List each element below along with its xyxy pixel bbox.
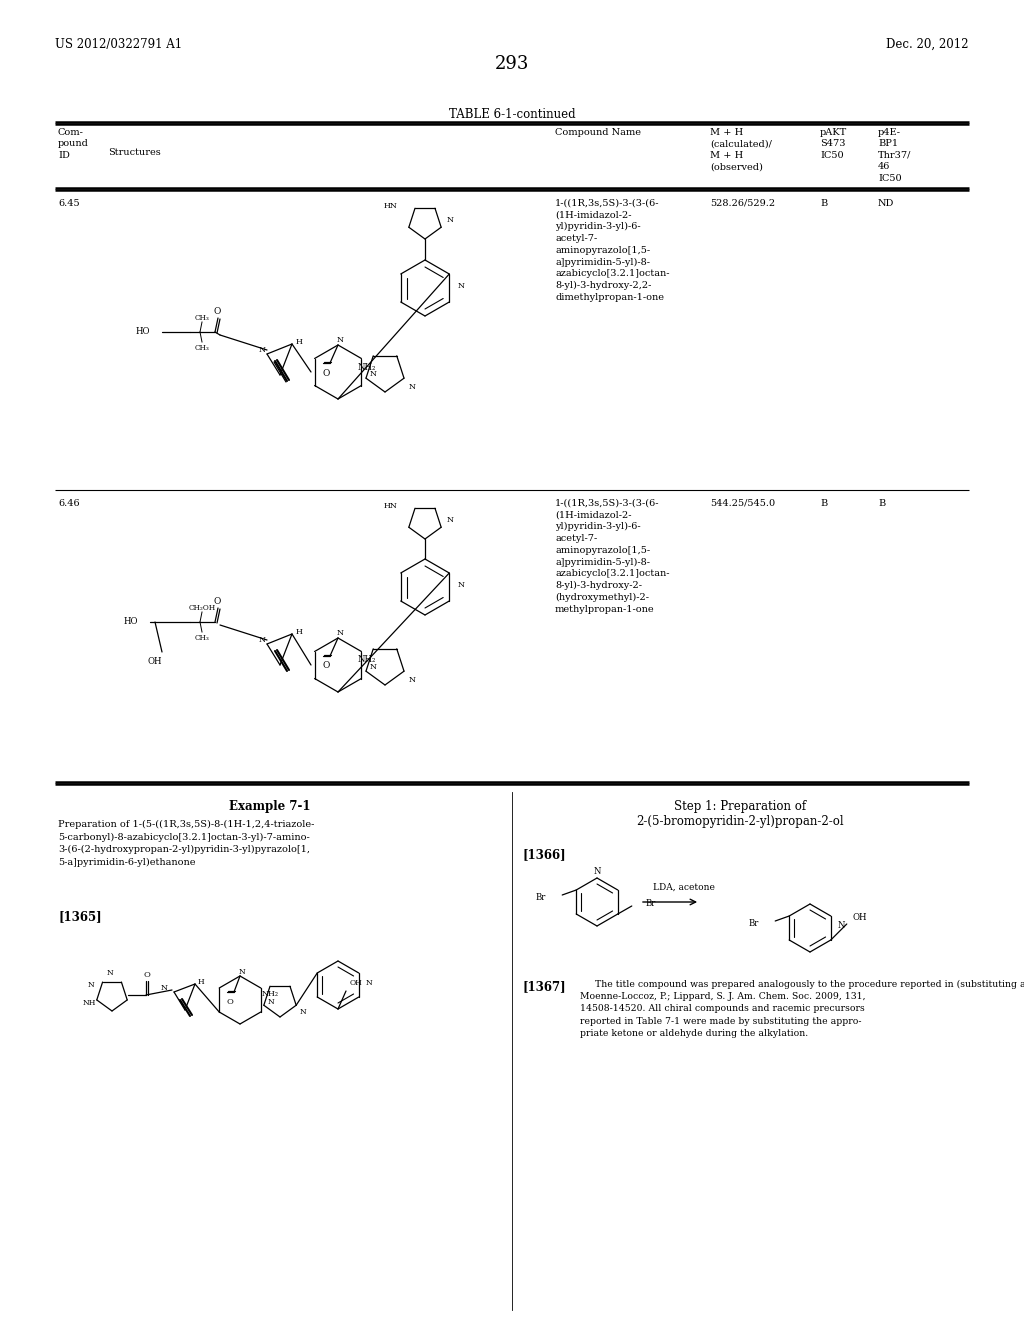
Text: N: N	[458, 282, 465, 290]
Text: Com-
pound
ID: Com- pound ID	[58, 128, 89, 160]
Text: 1-((1R,3s,5S)-3-(3-(6-
(1H-imidazol-2-
yl)pyridin-3-yl)-6-
acetyl-7-
aminopyrazo: 1-((1R,3s,5S)-3-(3-(6- (1H-imidazol-2- y…	[555, 199, 670, 302]
Text: HN: HN	[383, 202, 397, 210]
Text: NH₂: NH₂	[358, 656, 377, 664]
Text: N: N	[366, 979, 373, 987]
Text: N: N	[239, 968, 246, 975]
Text: N: N	[268, 998, 274, 1006]
Text: Structures: Structures	[108, 148, 161, 157]
Text: N: N	[838, 921, 846, 931]
Text: [1366]: [1366]	[522, 847, 565, 861]
Text: H: H	[296, 338, 303, 346]
Text: US 2012/0322791 A1: US 2012/0322791 A1	[55, 38, 182, 51]
Text: CH₃: CH₃	[195, 314, 210, 322]
Text: N: N	[447, 216, 454, 224]
Text: CH₃: CH₃	[195, 634, 210, 642]
Text: OH: OH	[853, 913, 867, 923]
Text: N: N	[161, 983, 168, 993]
Text: [1365]: [1365]	[58, 909, 101, 923]
Text: N: N	[258, 346, 265, 354]
Text: N: N	[106, 969, 114, 977]
Text: N: N	[337, 630, 343, 638]
Text: NH₂: NH₂	[358, 363, 377, 371]
Text: p4E-
BP1
Thr37/
46
IC50: p4E- BP1 Thr37/ 46 IC50	[878, 128, 911, 182]
Text: H: H	[296, 628, 303, 636]
Text: B: B	[820, 199, 827, 209]
Text: 6.45: 6.45	[58, 199, 80, 209]
Text: B: B	[820, 499, 827, 508]
Text: TABLE 6-1-continued: TABLE 6-1-continued	[449, 108, 575, 121]
Text: LDA, acetone: LDA, acetone	[653, 883, 715, 892]
Text: O: O	[323, 368, 330, 378]
Text: M + H
(calculated)/
M + H
(observed): M + H (calculated)/ M + H (observed)	[710, 128, 772, 172]
Text: Dec. 20, 2012: Dec. 20, 2012	[887, 38, 969, 51]
Text: HN: HN	[383, 502, 397, 510]
Text: OH: OH	[350, 979, 362, 987]
Text: 544.25/545.0: 544.25/545.0	[710, 499, 775, 508]
Text: B: B	[878, 499, 886, 508]
Text: NH₂: NH₂	[262, 990, 280, 998]
Text: Br: Br	[646, 899, 656, 908]
Text: N: N	[370, 370, 377, 378]
Text: 1-((1R,3s,5S)-3-(3-(6-
(1H-imidazol-2-
yl)pyridin-3-yl)-6-
acetyl-7-
aminopyrazo: 1-((1R,3s,5S)-3-(3-(6- (1H-imidazol-2- y…	[555, 499, 670, 614]
Text: HO: HO	[135, 327, 150, 337]
Text: O: O	[143, 972, 151, 979]
Text: O: O	[213, 598, 221, 606]
Text: N: N	[409, 676, 416, 684]
Text: N: N	[409, 383, 416, 391]
Text: CH₃: CH₃	[195, 345, 210, 352]
Text: N: N	[258, 636, 265, 644]
Text: H: H	[198, 978, 205, 986]
Text: ND: ND	[878, 199, 894, 209]
Text: O: O	[323, 661, 330, 671]
Text: OH: OH	[147, 657, 162, 667]
Text: Br: Br	[749, 920, 759, 928]
Text: 293: 293	[495, 55, 529, 73]
Text: Example 7-1: Example 7-1	[229, 800, 310, 813]
Text: NH: NH	[83, 999, 96, 1007]
Text: O: O	[226, 998, 233, 1006]
Text: CH₂OH: CH₂OH	[188, 605, 216, 612]
Text: [1367]: [1367]	[522, 979, 565, 993]
Text: Step 1: Preparation of
2-(5-bromopyridin-2-yl)propan-2-ol: Step 1: Preparation of 2-(5-bromopyridin…	[636, 800, 844, 828]
Text: The title compound was prepared analogously to the procedure reported in (substi: The title compound was prepared analogou…	[580, 979, 1024, 1038]
Text: N: N	[593, 867, 601, 876]
Text: N: N	[87, 981, 94, 989]
Text: pAKT
S473
IC50: pAKT S473 IC50	[820, 128, 847, 160]
Text: N: N	[447, 516, 454, 524]
Text: O: O	[213, 308, 221, 317]
Text: HO: HO	[124, 618, 138, 627]
Text: Br: Br	[536, 894, 546, 903]
Text: Preparation of 1-(5-((1R,3s,5S)-8-(1H-1,2,4-triazole-
5-carbonyl)-8-azabicyclo[3: Preparation of 1-(5-((1R,3s,5S)-8-(1H-1,…	[58, 820, 314, 867]
Text: 6.46: 6.46	[58, 499, 80, 508]
Text: N: N	[337, 337, 343, 345]
Text: Compound Name: Compound Name	[555, 128, 641, 137]
Text: N: N	[458, 581, 465, 589]
Text: N: N	[370, 663, 377, 671]
Text: 528.26/529.2: 528.26/529.2	[710, 199, 775, 209]
Text: N: N	[300, 1008, 307, 1016]
